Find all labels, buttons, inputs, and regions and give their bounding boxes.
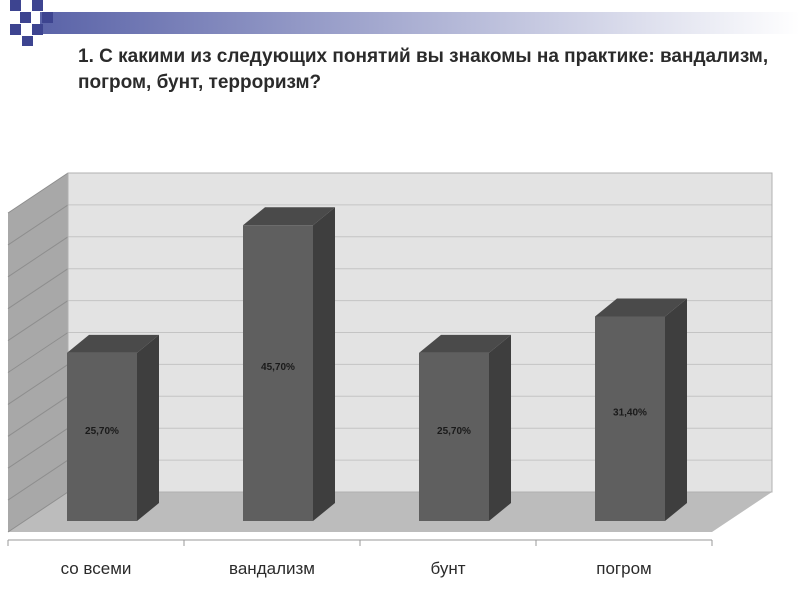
bar <box>243 225 313 521</box>
side-gridline <box>7 300 69 342</box>
side-gridline <box>7 268 69 310</box>
side-gridline <box>7 204 69 246</box>
side-gridline <box>7 491 69 533</box>
decor-square <box>20 12 31 23</box>
side-gridline <box>7 172 69 214</box>
slide-title: 1. С какими из следующих понятий вы знак… <box>78 46 769 93</box>
side-gridline <box>7 332 69 373</box>
bar-top <box>595 298 687 317</box>
side-gridline <box>7 395 69 437</box>
bar-side <box>665 298 687 521</box>
decor-square <box>10 0 21 11</box>
side-gridline <box>7 427 69 469</box>
side-gridline <box>7 236 69 278</box>
bar-side <box>137 334 159 521</box>
category-label: вандализм <box>229 559 315 578</box>
side-gridline <box>7 459 69 501</box>
category-label: погром <box>596 559 651 578</box>
decor-square <box>32 24 43 35</box>
category-label: со всеми <box>61 559 132 578</box>
header-gradient-bar <box>40 12 800 34</box>
slide-header-decoration <box>10 0 800 46</box>
bar <box>595 316 665 521</box>
bar <box>419 352 489 521</box>
decor-square <box>22 36 33 46</box>
bar-chart: 25,70% 45,70% 25,70% 31,40% со всеми вандализ… <box>7 172 773 578</box>
bar-side <box>313 207 335 521</box>
data-label: 25,70% <box>437 426 471 437</box>
bar-top <box>419 334 511 353</box>
bar-side <box>489 334 511 521</box>
side-gridline <box>7 363 69 405</box>
decor-square <box>42 12 53 23</box>
decor-square <box>32 0 43 11</box>
data-label: 25,70% <box>85 426 119 437</box>
bar <box>67 352 137 521</box>
data-label: 45,70% <box>261 362 295 373</box>
bar-top <box>67 334 159 353</box>
decor-square <box>10 24 21 35</box>
category-label: бунт <box>430 559 465 578</box>
data-label: 31,40% <box>613 408 647 419</box>
chart-floor <box>8 492 772 532</box>
bar-top <box>243 207 335 226</box>
